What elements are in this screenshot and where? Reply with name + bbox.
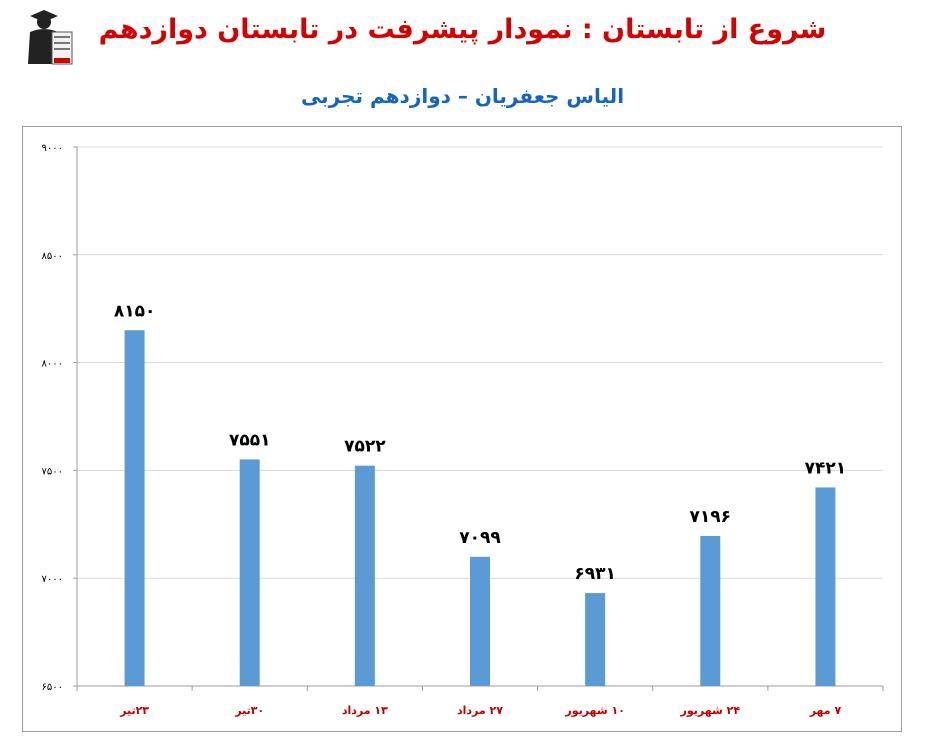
x-tick-label: ۷ مهر [809,704,842,717]
page-subtitle: الیاس جعفریان – دوازدهم تجربی [300,84,625,108]
y-tick-label: ۷۰۰۰ [42,574,63,585]
data-label: ۸۱۵۰ [114,301,156,321]
y-tick-label: ۶۵۰۰ [42,682,63,693]
x-tick-label: ۳۰تیر [234,704,264,717]
data-label: ۷۱۹۶ [690,507,732,527]
x-tick-label: ۲۴ شهریور [680,704,741,717]
bar [239,459,260,686]
x-tick-label: ۱۰ شهریور [564,704,625,717]
data-label: ۶۹۳۱ [574,564,616,584]
page-title: شروع از تابستان : نمودار پیشرفت در تابست… [98,14,827,45]
graduate-logo-icon [28,10,73,65]
data-label: ۷۴۲۱ [805,458,847,478]
y-tick-label: ۷۵۰۰ [42,466,63,477]
x-tick-label: ۲۳تیر [119,704,149,717]
y-tick-label: ۹۰۰۰ [42,143,63,154]
bar [815,487,836,686]
bar [354,465,375,686]
bar [470,556,490,686]
x-tick-label: ۲۷ مرداد [457,704,503,717]
y-tick-label: ۸۰۰۰ [42,359,63,370]
y-tick-label: ۸۵۰۰ [42,251,63,262]
chart-frame: ۶۵۰۰ ۷۰۰۰ ۷۵۰۰ ۸۰۰۰ ۸۵۰۰ ۹۰۰۰ ۸۱۵۰ ۲۳تیر ۷۵۵۱ ۳۰ت… [22,126,902,732]
data-label: ۷۵۲۲ [344,437,386,457]
bar [700,535,721,686]
x-tick-label: ۱۳ مرداد [342,704,388,717]
data-label: ۷۰۹۹ [459,528,501,548]
bar-chart: ۶۵۰۰ ۷۰۰۰ ۷۵۰۰ ۸۰۰۰ ۸۵۰۰ ۹۰۰۰ ۸۱۵۰ ۲۳تیر ۷۵۵۱ ۳۰ت… [42,143,884,717]
data-label: ۷۵۵۱ [229,430,271,450]
bar [585,593,606,686]
bar [124,330,145,686]
